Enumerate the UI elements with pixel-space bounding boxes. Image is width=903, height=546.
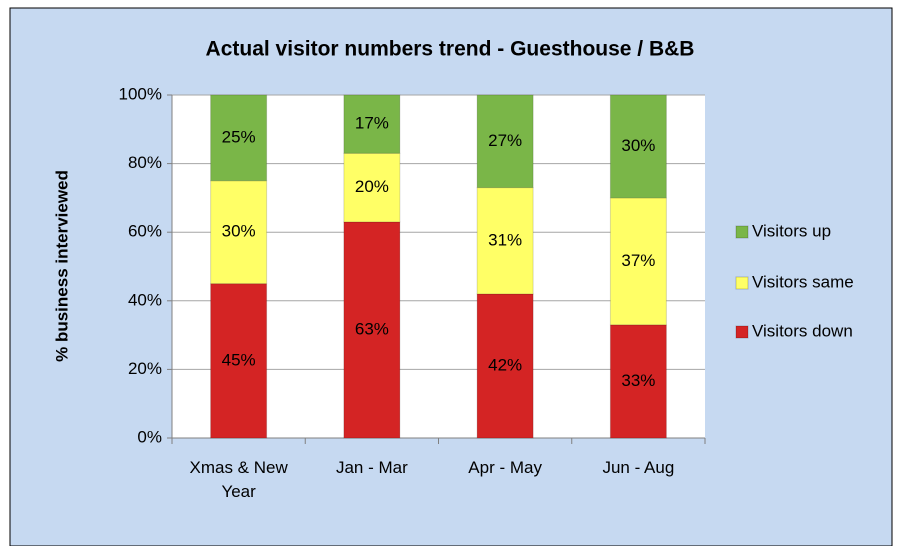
- chart-title: Actual visitor numbers trend - Guesthous…: [206, 38, 695, 61]
- bar-segment: [343, 94, 401, 154]
- x-tick-label: Jan - Mar: [335, 458, 408, 477]
- y-tick-label: 60%: [128, 222, 162, 241]
- bar-segment: [476, 187, 534, 295]
- y-tick-label: 80%: [128, 153, 162, 172]
- y-axis-label: % business interviewed: [52, 170, 71, 362]
- bar-segment: [609, 94, 667, 199]
- data-label: 42%: [488, 355, 522, 374]
- y-tick-label: 40%: [128, 290, 162, 309]
- x-tick-label-box: Jan - Mar: [335, 458, 408, 477]
- legend-swatch: [735, 225, 749, 239]
- bar-segment: [343, 221, 401, 439]
- legend-swatch: [735, 325, 749, 339]
- y-tick-label: 0%: [137, 427, 162, 446]
- legend-label: Visitors same: [752, 272, 854, 291]
- bar-segment: [476, 94, 534, 189]
- bar-segment: [609, 197, 667, 326]
- data-label: 45%: [222, 350, 256, 369]
- data-label: 33%: [621, 371, 655, 390]
- legend-label: Visitors up: [752, 221, 831, 240]
- bar-segment: [343, 152, 401, 223]
- data-label: 30%: [621, 136, 655, 155]
- data-label: 20%: [355, 177, 389, 196]
- legend-swatch: [735, 276, 749, 290]
- legend-label: Visitors down: [752, 321, 853, 340]
- x-tick-label-box: Apr - May: [468, 458, 542, 477]
- x-tick-label: Jun - Aug: [602, 458, 675, 477]
- data-label: 17%: [355, 114, 389, 133]
- data-label: 27%: [488, 131, 522, 150]
- x-tick-label: Apr - May: [468, 458, 542, 477]
- x-tick-label-box: Xmas & New Year: [189, 458, 288, 501]
- x-tick-label-box: Jun - Aug: [602, 458, 675, 477]
- data-label: 31%: [488, 230, 522, 249]
- data-label: 30%: [222, 222, 256, 241]
- bar-segment: [210, 283, 268, 439]
- bar-segment: [210, 94, 268, 182]
- bar-segment: [210, 180, 268, 285]
- data-label: 63%: [355, 319, 389, 338]
- data-label: 37%: [621, 251, 655, 270]
- x-tick-label: Xmas & New Year: [189, 458, 288, 501]
- bar-segment: [476, 293, 534, 439]
- bar-segment: [609, 324, 667, 439]
- data-label: 25%: [222, 127, 256, 146]
- y-tick-label: 100%: [119, 84, 162, 103]
- y-tick-label: 20%: [128, 359, 162, 378]
